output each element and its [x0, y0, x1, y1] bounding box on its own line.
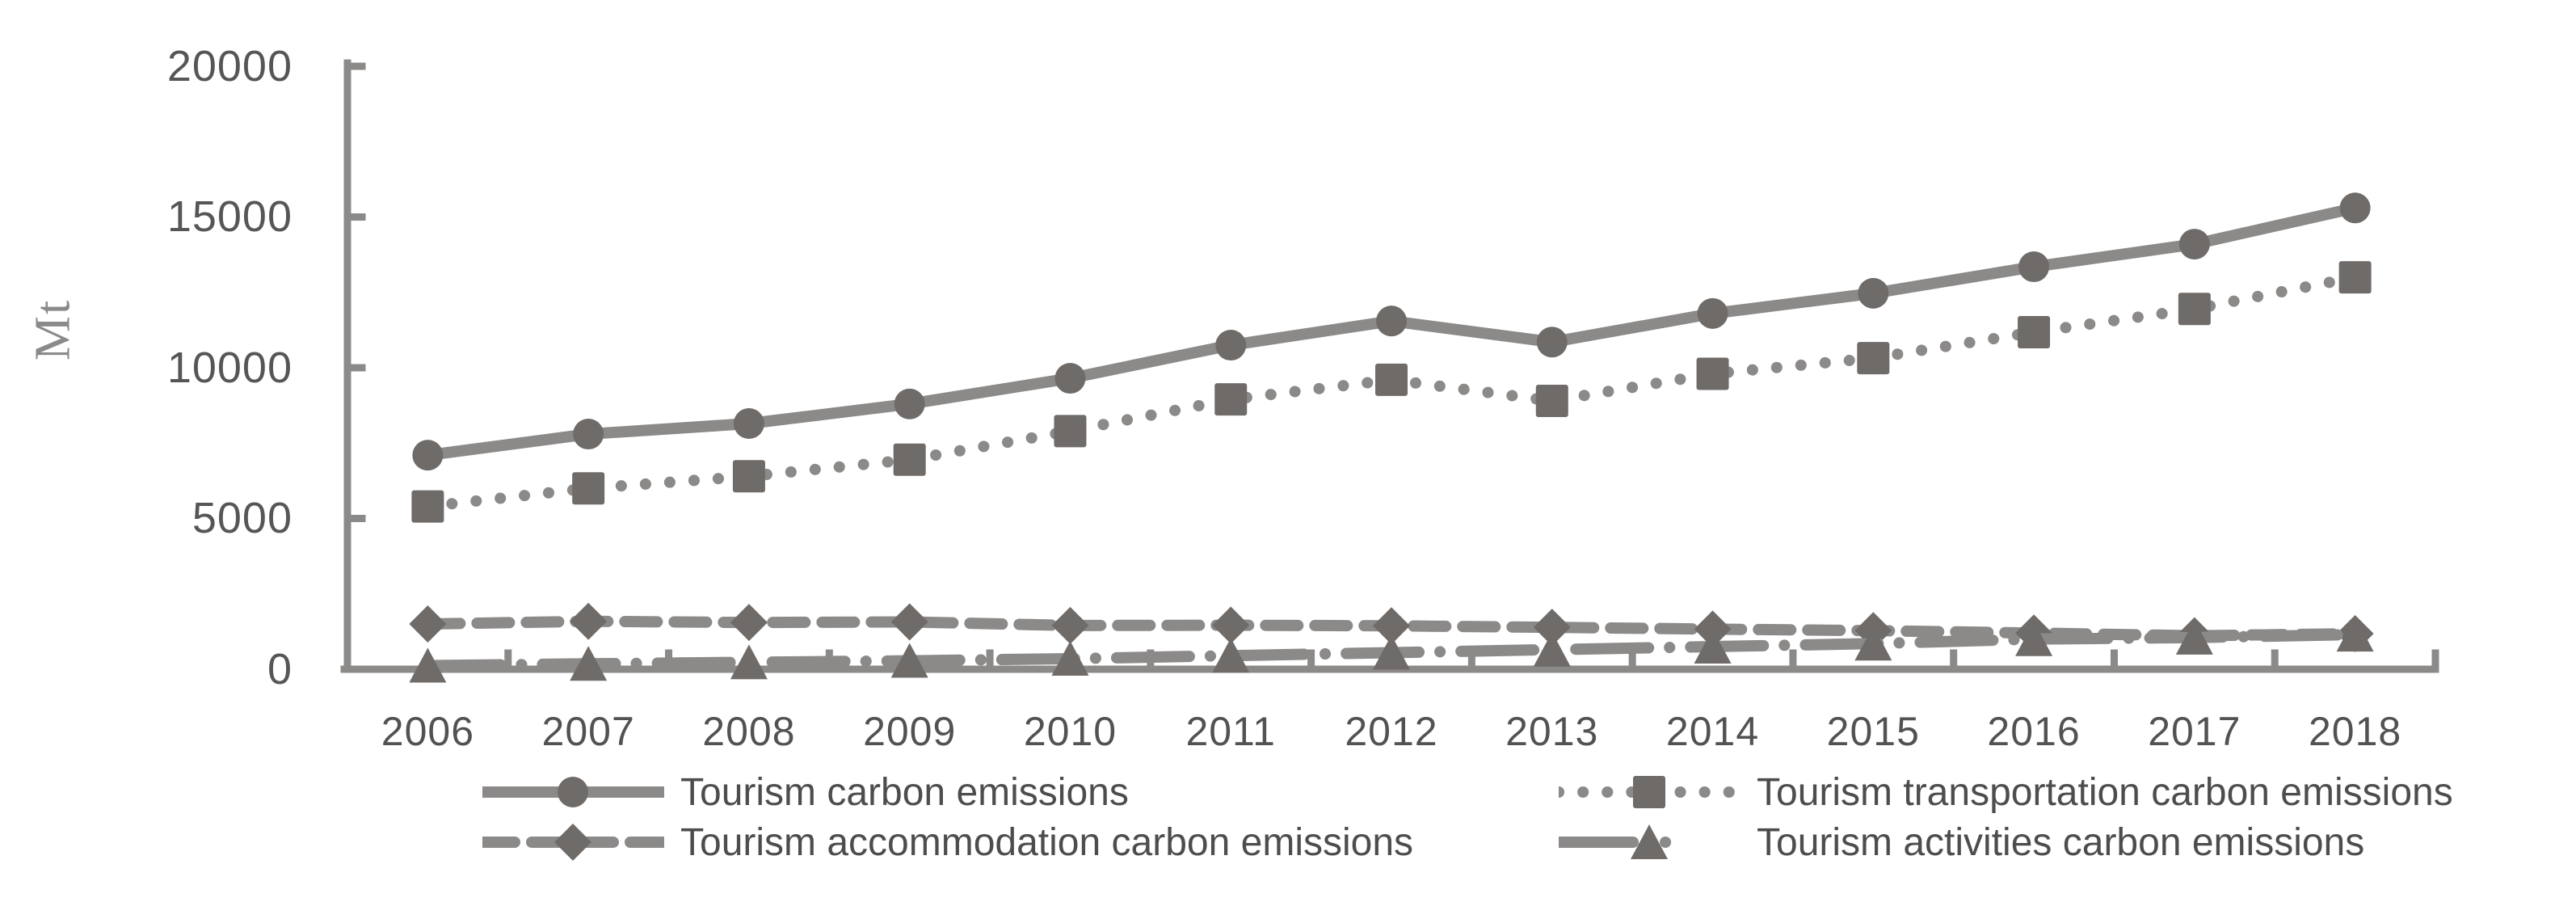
x-tick-label: 2013: [1505, 709, 1599, 754]
marker-diamond-tourism-accommodation: [730, 604, 768, 642]
x-tick-label: 2010: [1023, 709, 1118, 754]
x-tick-label: 2016: [1987, 709, 2081, 754]
series-tourism-transportation: [411, 261, 2372, 523]
marker-square-tourism-transportation: [1214, 383, 1248, 416]
x-tick-label: 2006: [381, 709, 474, 754]
legend-label: Tourism transportation carbon emissions: [1757, 770, 2453, 814]
marker-triangle-tourism-activities: [1212, 638, 1250, 673]
marker-circle-tourism-total: [2018, 251, 2050, 283]
marker-triangle-tourism-activities: [890, 643, 928, 678]
y-tick-label: 0: [267, 645, 293, 693]
legend-marker-circle: [558, 777, 588, 807]
marker-square-tourism-transportation: [1696, 357, 1729, 390]
marker-circle-tourism-total: [2339, 192, 2371, 224]
legend-sample-dashed-diamond: [482, 824, 664, 861]
marker-circle-tourism-total: [1536, 327, 1568, 358]
marker-triangle-tourism-activities: [1373, 634, 1410, 670]
marker-square-tourism-transportation: [572, 472, 605, 505]
marker-square-tourism-transportation: [893, 443, 926, 476]
marker-circle-tourism-total: [1054, 363, 1086, 394]
marker-triangle-tourism-activities: [1533, 631, 1571, 667]
marker-diamond-tourism-accommodation: [409, 605, 447, 643]
marker-triangle-tourism-activities: [1694, 629, 1732, 664]
legend-sample-group: [1559, 824, 1740, 859]
marker-triangle-tourism-activities: [2175, 619, 2213, 655]
y-tick-label: 20000: [166, 42, 293, 91]
x-tick-label: 2017: [2148, 709, 2241, 754]
series-tourism-total: [412, 192, 2371, 471]
marker-triangle-tourism-activities: [730, 644, 768, 680]
marker-diamond-tourism-accommodation: [1051, 606, 1089, 644]
legend-label: Tourism carbon emissions: [680, 770, 1129, 814]
marker-circle-tourism-total: [1376, 306, 1407, 337]
x-tick-label: 2015: [1826, 709, 1920, 754]
marker-triangle-tourism-activities: [570, 646, 608, 681]
marker-diamond-tourism-accommodation: [1533, 609, 1571, 647]
legend-sample-group: [482, 824, 664, 861]
x-tick-label: 2012: [1345, 709, 1438, 754]
marker-square-tourism-transportation: [2178, 293, 2211, 326]
marker-circle-tourism-total: [1858, 277, 1889, 309]
marker-triangle-tourism-activities: [2336, 617, 2374, 652]
marker-square-tourism-transportation: [2018, 315, 2051, 348]
marker-circle-tourism-total: [573, 419, 604, 450]
series-tourism-activities: [409, 617, 2374, 683]
marker-square-tourism-transportation: [1857, 342, 1890, 375]
marker-circle-tourism-total: [733, 408, 764, 440]
marker-triangle-tourism-activities: [1051, 640, 1089, 676]
y-tick-label: 5000: [192, 494, 293, 542]
marker-circle-tourism-total: [1697, 297, 1728, 329]
x-tick-label: 2007: [541, 709, 635, 754]
legend-item-tourism-transportation: Tourism transportation carbon emissions: [1559, 769, 2453, 815]
y-tick-label: 15000: [166, 192, 293, 241]
marker-diamond-tourism-accommodation: [1212, 606, 1250, 644]
marker-circle-tourism-total: [2178, 229, 2210, 260]
marker-circle-tourism-total: [412, 440, 444, 471]
legend-item-tourism-accommodation: Tourism accommodation carbon emissions: [482, 820, 1413, 865]
x-tick-label: 2018: [2308, 709, 2402, 754]
legend-marker-diamond: [554, 824, 591, 861]
x-axis-labels: 2006 2007 2008 2009 2010 2011 2012 2013 …: [347, 708, 2435, 757]
legend-marker-square: [1633, 776, 1665, 808]
marker-square-tourism-transportation: [1054, 415, 1087, 448]
legend-marker-triangle: [1631, 824, 1668, 859]
marker-square-tourism-transportation: [411, 490, 444, 523]
marker-circle-tourism-total: [894, 388, 925, 419]
marker-diamond-tourism-accommodation: [890, 603, 928, 641]
marker-triangle-tourism-activities: [409, 647, 447, 683]
x-tick-label: 2009: [863, 709, 957, 754]
marker-square-tourism-transportation: [732, 460, 765, 493]
x-tick-label: 2008: [702, 709, 796, 754]
legend-sample-dotted-square: [1559, 776, 1740, 808]
marker-circle-tourism-total: [1215, 330, 1247, 361]
marker-diamond-tourism-accommodation: [1373, 607, 1410, 645]
legend-item-tourism-total: Tourism carbon emissions: [482, 769, 1129, 815]
x-tick-label: 2014: [1665, 709, 1760, 754]
legend-label: Tourism activities carbon emissions: [1757, 820, 2365, 864]
marker-triangle-tourism-activities: [2015, 621, 2053, 656]
legend-sample-group: [482, 777, 664, 807]
legend-sample-dashdot-triangle: [1559, 824, 1740, 859]
legend-item-tourism-activities: Tourism activities carbon emissions: [1559, 820, 2364, 865]
legend-sample-solid-circle: [482, 777, 664, 807]
marker-square-tourism-transportation: [1375, 363, 1408, 396]
marker-triangle-tourism-activities: [1854, 626, 1892, 661]
legend-sample-group: [1559, 776, 1740, 808]
marker-square-tourism-transportation: [2338, 261, 2372, 294]
x-tick-label: 2011: [1185, 709, 1276, 754]
y-tick-label: 10000: [166, 344, 293, 392]
marker-diamond-tourism-accommodation: [570, 602, 608, 640]
legend-label: Tourism accommodation carbon emissions: [680, 820, 1414, 864]
marker-square-tourism-transportation: [1535, 385, 1568, 418]
